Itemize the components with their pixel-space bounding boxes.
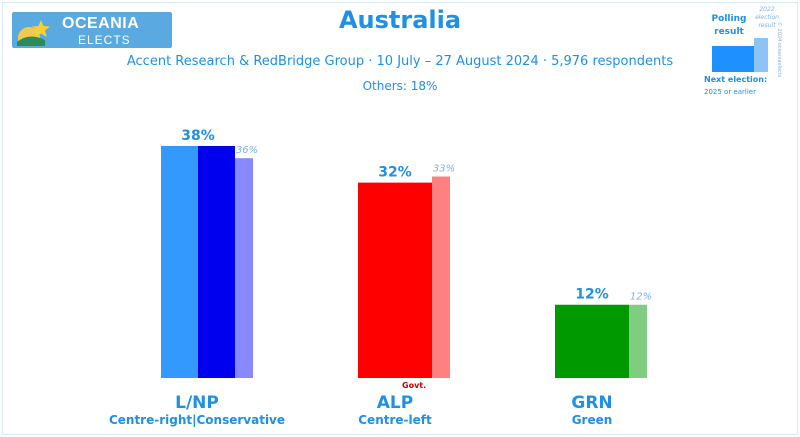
bar-previous-grn: [629, 304, 647, 378]
value-label-grn: 12%: [575, 287, 609, 303]
legend-previous-label: 2022 election result: [755, 6, 779, 29]
legend-previous-swatch: [754, 38, 768, 72]
bar-polling-l-np-part2: [198, 146, 235, 378]
party-label-alp: ALP Centre-left: [295, 393, 495, 427]
chart-title: Australia: [338, 6, 462, 34]
government-marker: Govt.: [402, 381, 427, 390]
previous-label-grn: 12%: [630, 292, 652, 303]
next-election-value: 2025 or earlier: [704, 88, 756, 96]
previous-label-l-np: 36%: [236, 145, 258, 156]
bar-polling-l-np-part1: [161, 146, 198, 378]
party-description-l-np: Centre-right|Conservative: [108, 413, 286, 427]
legend: Polling result 2022 election result © 20…: [690, 4, 790, 104]
party-label-l-np: L/NP Centre-right|Conservative: [97, 393, 297, 427]
legend-polling-swatch: [712, 46, 754, 72]
chart-subtitle: Accent Research & RedBridge Group · 10 J…: [126, 54, 674, 69]
party-name-l-np: L/NP: [175, 393, 219, 413]
party-label-grn: GRN Green: [492, 393, 692, 427]
party-description-grn: Green: [571, 413, 613, 427]
bar-polling-grn: [555, 304, 629, 378]
logo-text-line2: ELECTS: [78, 33, 131, 47]
value-label-alp: 32%: [378, 165, 412, 181]
others-note: Others: 18%: [362, 79, 438, 93]
value-label-l-np: 38%: [181, 128, 215, 144]
party-name-grn: GRN: [571, 393, 613, 413]
previous-label-alp: 33%: [433, 164, 455, 175]
next-election-label: Next election:: [704, 75, 768, 84]
bar-previous-l-np: [235, 158, 253, 378]
logo-emblem-icon: [17, 20, 50, 46]
party-name-alp: ALP: [376, 393, 414, 413]
legend-polling-label: Polling result: [711, 14, 747, 37]
logo-text-line1: OCEANIA: [62, 15, 140, 32]
bar-polling-alp: [358, 182, 432, 378]
party-description-alp: Centre-left: [358, 413, 432, 427]
bar-previous-alp: [432, 176, 450, 378]
